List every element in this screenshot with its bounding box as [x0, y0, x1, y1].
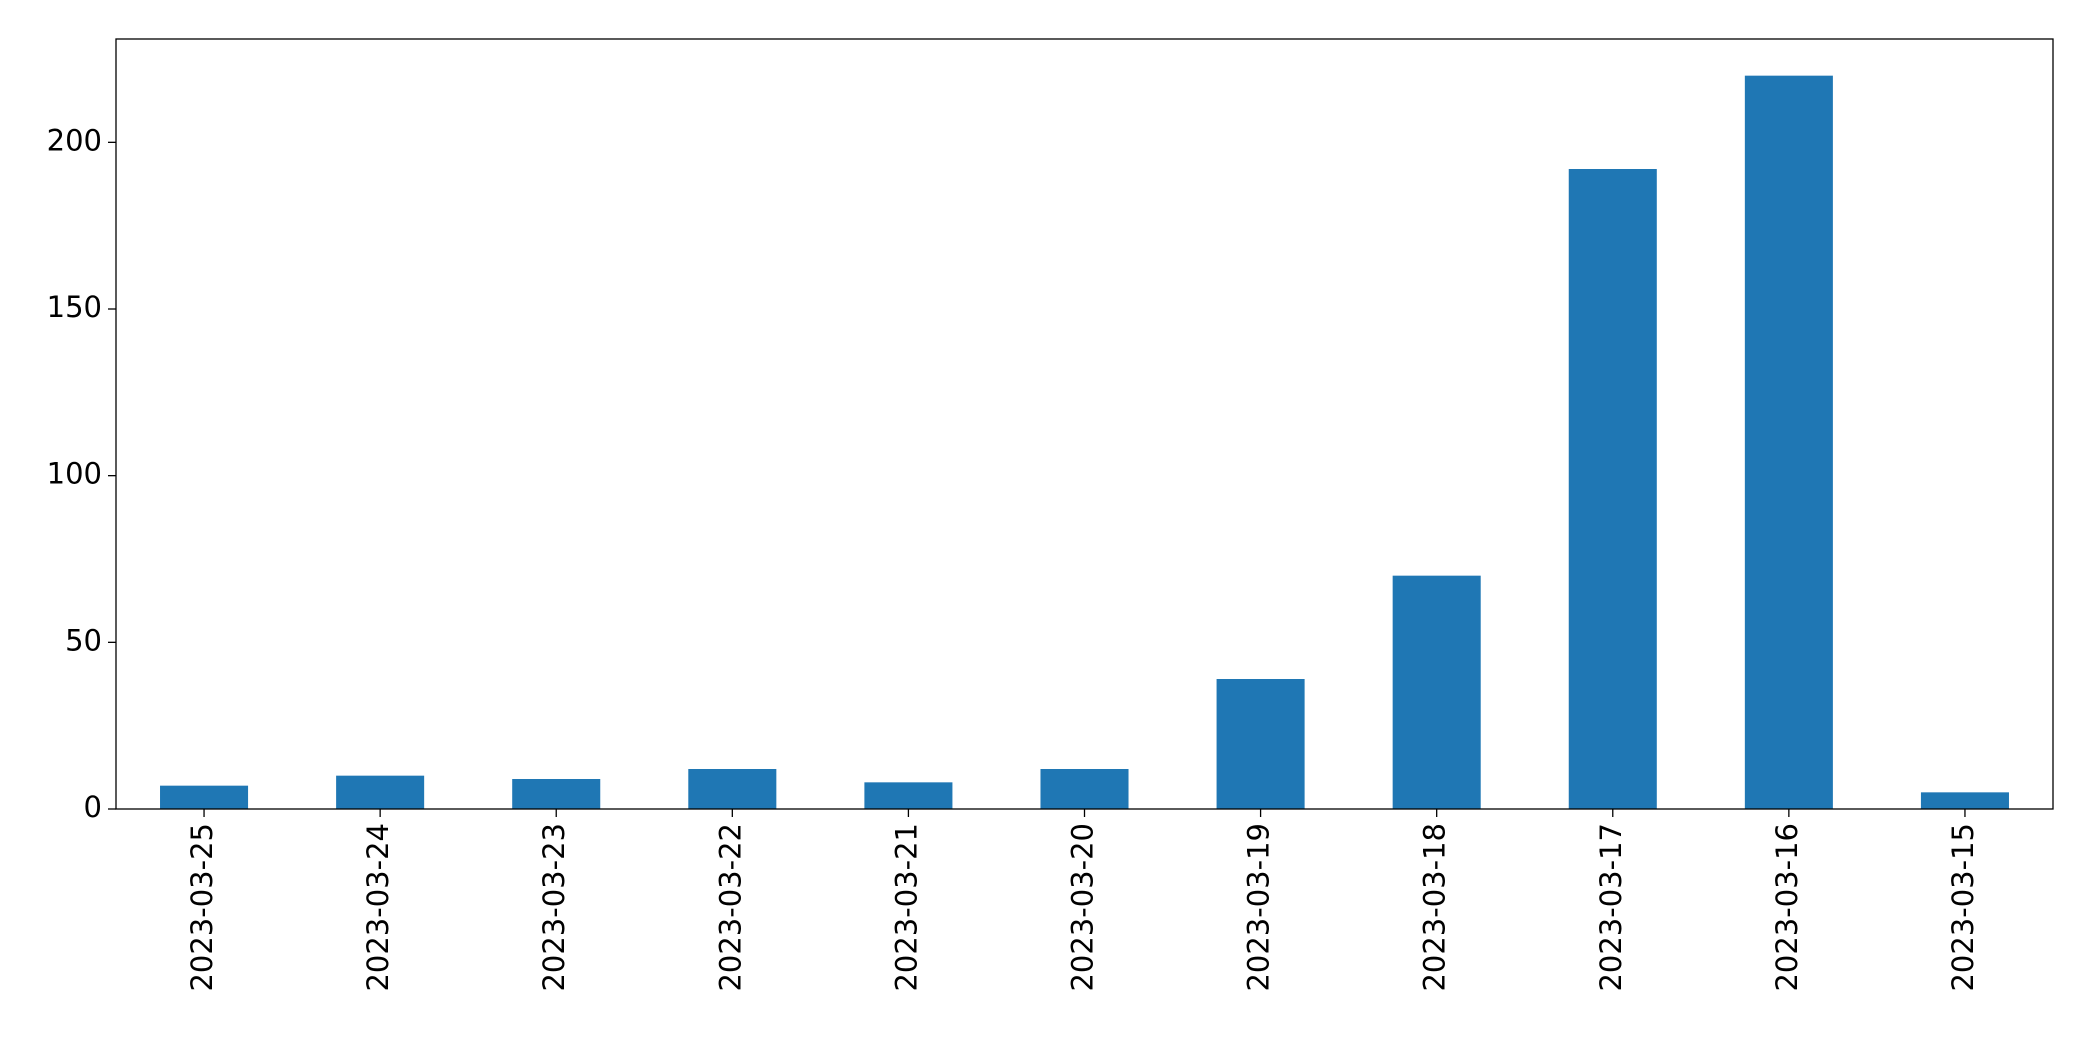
bar	[1392, 575, 1481, 809]
y-tick-label: 150	[47, 290, 102, 324]
y-tick-label: 50	[65, 623, 102, 657]
x-tick-label: 2023-03-17	[1594, 823, 1628, 992]
bar	[1920, 792, 2009, 809]
x-tick-label: 2023-03-25	[185, 823, 219, 992]
bar	[1744, 75, 1833, 809]
plot-frame	[115, 38, 2054, 810]
bar	[864, 782, 953, 809]
x-tick-label: 2023-03-24	[361, 823, 395, 992]
x-tick-label: 2023-03-16	[1770, 823, 1804, 992]
y-tick-label: 200	[47, 123, 102, 157]
bar	[336, 775, 425, 809]
x-tick-label: 2023-03-18	[1418, 823, 1452, 992]
y-tick-label: 0	[84, 790, 102, 824]
x-tick-label: 2023-03-20	[1066, 823, 1100, 992]
x-tick-label: 2023-03-21	[889, 823, 923, 992]
bar	[512, 779, 601, 809]
x-tick-label: 2023-03-19	[1242, 823, 1276, 992]
bar	[688, 769, 777, 809]
y-tick-label: 100	[47, 457, 102, 491]
bar	[160, 785, 249, 809]
bar	[1040, 769, 1129, 809]
bar	[1216, 679, 1305, 809]
bar	[1568, 169, 1657, 809]
x-tick-label: 2023-03-22	[713, 823, 747, 992]
x-tick-label: 2023-03-15	[1946, 823, 1980, 992]
x-tick-label: 2023-03-23	[537, 823, 571, 992]
